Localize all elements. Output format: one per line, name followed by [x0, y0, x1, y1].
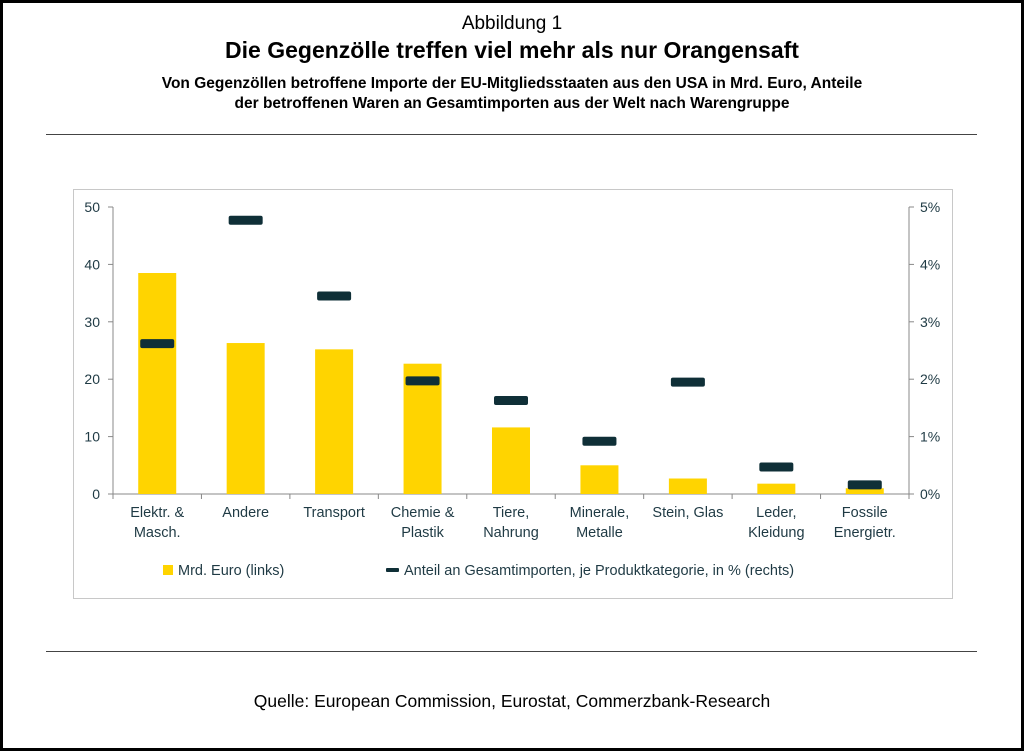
marker-anteil [405, 376, 440, 386]
subtitle-line-1: Von Gegenzöllen betroffene Importe der E… [161, 75, 863, 92]
y-right-tick-label: 0% [920, 486, 940, 502]
legend-label-markers: Anteil an Gesamtimporten, je Produktkate… [404, 563, 794, 579]
y-right-tick-label: 5% [920, 199, 940, 215]
y-left-tick-label: 0 [92, 486, 100, 502]
chart-title: Die Gegenzölle treffen viel mehr als nur… [225, 37, 799, 63]
bar-mrd-euro [668, 478, 707, 494]
legend-swatch-markers [386, 568, 399, 572]
y-right-tick-label: 4% [920, 256, 940, 272]
y-left-tick-label: 40 [84, 256, 100, 272]
marker-anteil [228, 215, 263, 225]
marker-anteil [140, 339, 175, 349]
x-tick-label: Stein, Glas [652, 505, 723, 521]
bar-mrd-euro [138, 273, 177, 494]
bar-mrd-euro [492, 427, 530, 494]
x-tick-label: Masch. [134, 525, 181, 541]
top-divider [46, 134, 977, 135]
x-tick-label: Metalle [576, 525, 623, 541]
chart-svg: 0 10 20 30 40 50 0% 1% 2% 3% 4% 5% Elektr. & Masch. An… [84, 199, 940, 579]
bar-mrd-euro [757, 483, 796, 494]
x-tick-label: Leder, [756, 505, 796, 521]
y-right-tick-label: 3% [920, 314, 940, 330]
y-right-tick-label: 2% [920, 371, 940, 387]
marker-anteil [670, 377, 705, 387]
x-tick-label: Nahrung [483, 525, 539, 541]
x-tick-label: Elektr. & [130, 505, 184, 521]
y-left-tick-label: 30 [84, 314, 100, 330]
bottom-divider [46, 651, 977, 652]
subtitle-line-2: der betroffenen Waren an Gesamtimporten … [234, 95, 790, 112]
y-left-tick-label: 20 [84, 371, 100, 387]
x-tick-label: Fossile [842, 505, 888, 521]
x-tick-label: Transport [303, 505, 365, 521]
marker-anteil [494, 395, 528, 405]
figure-label: Abbildung 1 [461, 13, 563, 34]
x-tick-label: Minerale, [570, 505, 630, 521]
y-left-tick-label: 50 [84, 199, 100, 215]
marker-anteil [582, 436, 617, 446]
bar-mrd-euro [845, 488, 884, 494]
chart-area: 0 10 20 30 40 50 0% 1% 2% 3% 4% 5% Elektr. & Masch. An… [73, 189, 953, 599]
x-tick-label: Tiere, [493, 505, 530, 521]
x-tick-label: Kleidung [748, 525, 804, 541]
marker-anteil [847, 480, 882, 490]
x-tick-label: Energietr. [834, 525, 896, 541]
marker-anteil [317, 291, 352, 301]
legend-label-bars: Mrd. Euro (links) [178, 563, 284, 579]
bar-mrd-euro [580, 465, 619, 494]
bar-mrd-euro [226, 343, 265, 494]
x-tick-label: Chemie & [391, 505, 455, 521]
x-tick-label: Andere [222, 505, 269, 521]
marker-anteil [759, 462, 794, 472]
y-right-tick-label: 1% [920, 429, 940, 445]
y-left-tick-label: 10 [84, 429, 100, 445]
x-tick-label: Plastik [401, 525, 444, 541]
source-note: Quelle: European Commission, Eurostat, C… [253, 691, 771, 711]
legend-swatch-bars [163, 565, 173, 575]
bar-mrd-euro [315, 349, 354, 494]
chart-subtitle: Von Gegenzöllen betroffene Importe der E… [0, 74, 1024, 114]
